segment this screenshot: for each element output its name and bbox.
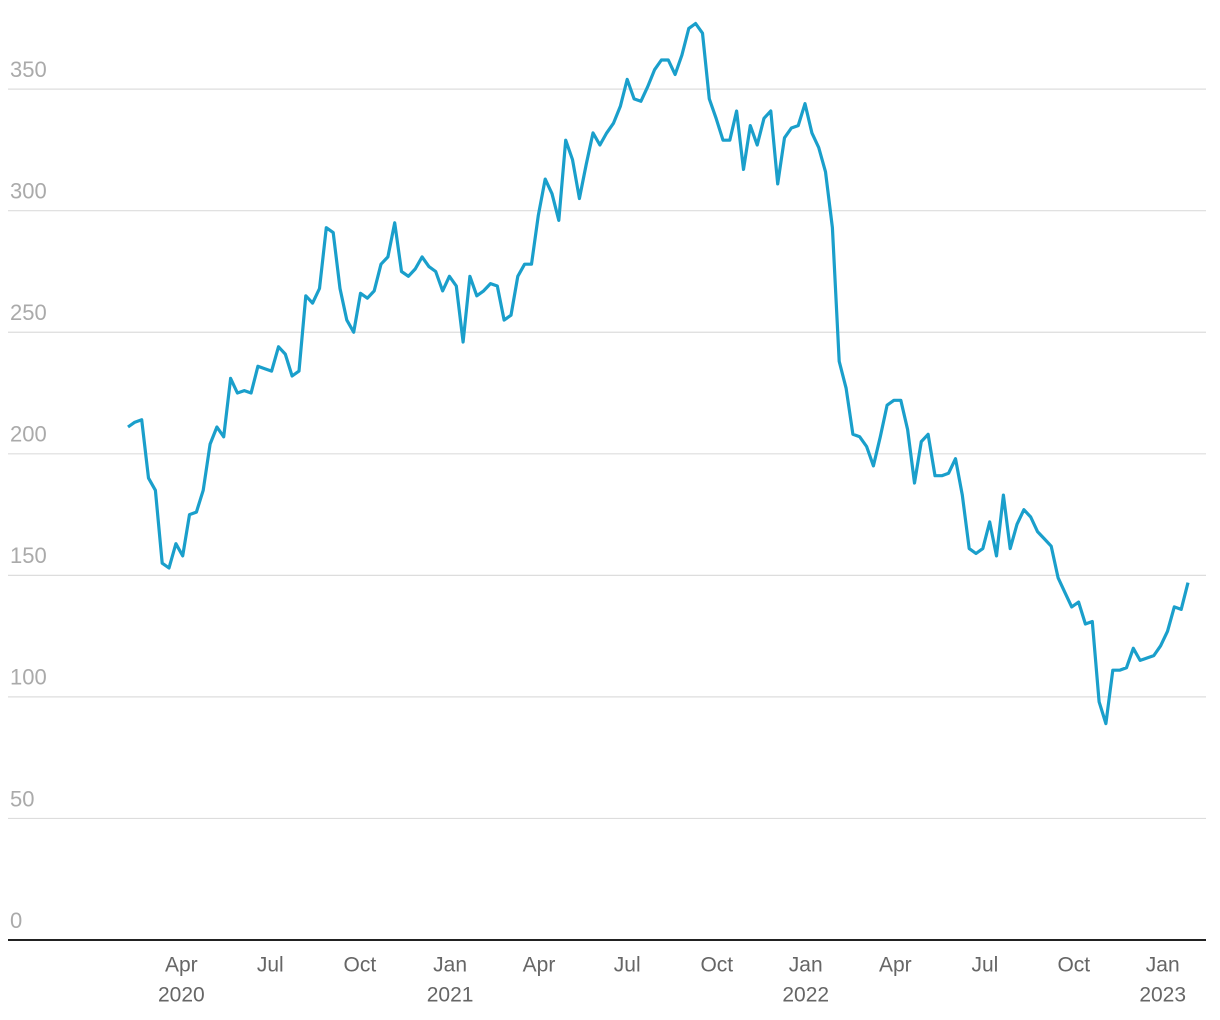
x-tick-label: Oct [700,954,733,977]
x-tick-label: Jul [971,954,998,977]
y-tick-label: 250 [10,300,47,325]
y-tick-label: 150 [10,543,47,568]
y-tick-label: 0 [10,908,22,933]
x-tick-label: Apr [523,954,556,977]
data-line [127,21,1190,726]
x-tick-label: Apr [879,954,912,977]
x-tick-label: Oct [1057,954,1090,977]
x-tick-label: Jul [614,954,641,977]
x-tick-label: Oct [343,954,376,977]
y-tick-label: 350 [10,57,47,82]
y-tick-label: 300 [10,178,47,203]
x-tick-year: 2020 [158,984,205,1007]
x-tick-label: Jan [1146,954,1180,977]
x-tick-label: Jan [433,954,467,977]
x-tick-year: 2022 [782,984,829,1007]
y-tick-label: 200 [10,422,47,447]
x-tick-label: Jul [257,954,284,977]
x-tick-label: Jan [789,954,823,977]
y-tick-label: 50 [10,786,34,811]
x-tick-year: 2021 [427,984,474,1007]
y-tick-label: 100 [10,665,47,690]
x-tick-year: 2023 [1139,984,1186,1007]
x-tick-label: Apr [165,954,198,977]
